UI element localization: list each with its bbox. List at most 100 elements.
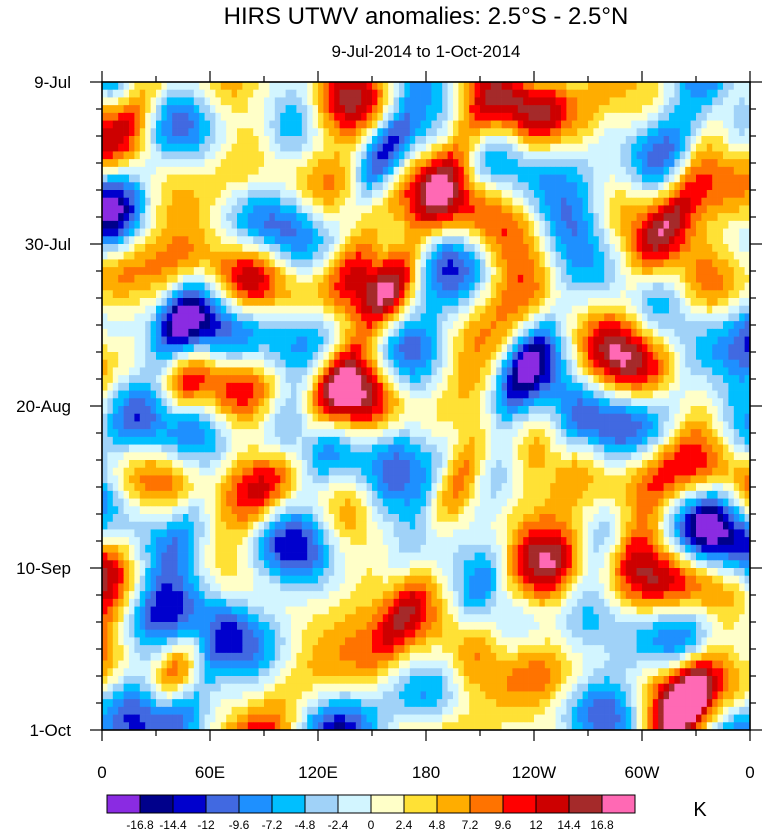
heatmap-cell xyxy=(345,166,351,175)
heatmap-cell xyxy=(539,344,546,353)
heatmap-cell xyxy=(588,359,594,368)
heatmap-cell xyxy=(210,367,216,376)
heatmap-cell xyxy=(490,359,497,368)
heatmap-cell xyxy=(253,228,259,237)
heatmap-cell xyxy=(291,298,297,307)
heatmap-cell xyxy=(220,112,227,121)
heatmap-cell xyxy=(739,220,745,229)
heatmap-cell xyxy=(642,390,648,399)
heatmap-cell xyxy=(620,375,627,384)
heatmap-cell xyxy=(242,220,249,229)
heatmap-cell xyxy=(355,375,362,384)
heatmap-cell xyxy=(242,398,249,407)
heatmap-cell xyxy=(582,236,589,245)
heatmap-cell xyxy=(280,398,286,407)
heatmap-cell xyxy=(717,97,724,106)
heatmap-cell xyxy=(561,120,567,129)
heatmap-cell xyxy=(377,367,384,376)
heatmap-cell xyxy=(409,151,416,160)
heatmap-cell xyxy=(469,344,475,353)
heatmap-cell xyxy=(426,382,432,391)
heatmap-cell xyxy=(582,336,589,345)
heatmap-cell xyxy=(274,205,281,214)
heatmap-cell xyxy=(474,205,481,214)
heatmap-cell xyxy=(642,120,648,129)
heatmap-cell xyxy=(161,105,168,114)
heatmap-cell xyxy=(188,336,195,345)
heatmap-cell xyxy=(436,89,443,98)
heatmap-cell xyxy=(577,120,583,129)
heatmap-cell xyxy=(247,89,254,98)
heatmap-cell xyxy=(388,220,394,229)
heatmap-cell xyxy=(312,105,319,114)
heatmap-cell xyxy=(312,174,319,183)
heatmap-cell xyxy=(112,375,119,384)
heatmap-cell xyxy=(253,259,259,268)
heatmap-cell xyxy=(642,159,648,168)
heatmap-cell xyxy=(409,359,416,368)
heatmap-cell xyxy=(323,220,330,229)
heatmap-cell xyxy=(679,305,686,314)
heatmap-cell xyxy=(712,105,718,114)
heatmap-cell xyxy=(210,220,216,229)
heatmap-cell xyxy=(431,205,438,214)
heatmap-cell xyxy=(372,228,378,237)
heatmap-cell xyxy=(172,359,178,368)
heatmap-cell xyxy=(258,174,265,183)
heatmap-cell xyxy=(685,251,691,260)
heatmap-cell xyxy=(453,228,459,237)
heatmap-cell xyxy=(658,97,664,106)
heatmap-cell xyxy=(388,182,394,191)
heatmap-cell xyxy=(717,359,724,368)
heatmap-cell xyxy=(361,120,367,129)
heatmap-cell xyxy=(199,82,205,91)
heatmap-cell xyxy=(442,228,448,237)
heatmap-cell xyxy=(242,344,249,353)
heatmap-cell xyxy=(431,282,438,291)
heatmap-cell xyxy=(453,313,459,322)
heatmap-cell xyxy=(426,390,432,399)
heatmap-cell xyxy=(480,151,486,160)
heatmap-cell xyxy=(307,82,313,91)
heatmap-cell xyxy=(247,112,254,121)
heatmap-cell xyxy=(253,352,259,361)
heatmap-cell xyxy=(150,274,157,283)
heatmap-cell xyxy=(615,344,621,353)
heatmap-cell xyxy=(139,159,146,168)
heatmap-cell xyxy=(555,321,562,330)
heatmap-cell xyxy=(388,105,394,114)
heatmap-cell xyxy=(285,166,292,175)
heatmap-cell xyxy=(442,336,448,345)
heatmap-cell xyxy=(393,390,400,399)
heatmap-cell xyxy=(296,151,303,160)
heatmap-cell xyxy=(728,105,735,114)
heatmap-cell xyxy=(285,367,292,376)
heatmap-cell xyxy=(534,112,540,121)
heatmap-cell xyxy=(485,97,492,106)
heatmap-cell xyxy=(285,159,292,168)
heatmap-cell xyxy=(566,321,573,330)
heatmap-cell xyxy=(307,213,313,222)
heatmap-cell xyxy=(420,136,427,145)
heatmap-cell xyxy=(485,290,492,299)
heatmap-cell xyxy=(453,120,459,129)
heatmap-cell xyxy=(523,112,529,121)
heatmap-cell xyxy=(345,251,351,260)
heatmap-cell xyxy=(631,259,637,268)
heatmap-cell xyxy=(372,236,378,245)
heatmap-cell xyxy=(685,328,691,337)
heatmap-cell xyxy=(582,182,589,191)
heatmap-cell xyxy=(593,298,600,307)
heatmap-cell xyxy=(118,336,124,345)
heatmap-cell xyxy=(372,328,378,337)
heatmap-cell xyxy=(264,251,270,260)
heatmap-cell xyxy=(134,120,141,129)
heatmap-cell xyxy=(231,398,238,407)
heatmap-cell xyxy=(372,174,378,183)
heatmap-cell xyxy=(145,190,151,199)
heatmap-cell xyxy=(307,305,313,314)
heatmap-cell xyxy=(523,228,529,237)
heatmap-cell xyxy=(210,197,216,206)
heatmap-cell xyxy=(690,228,697,237)
heatmap-field xyxy=(102,82,751,731)
